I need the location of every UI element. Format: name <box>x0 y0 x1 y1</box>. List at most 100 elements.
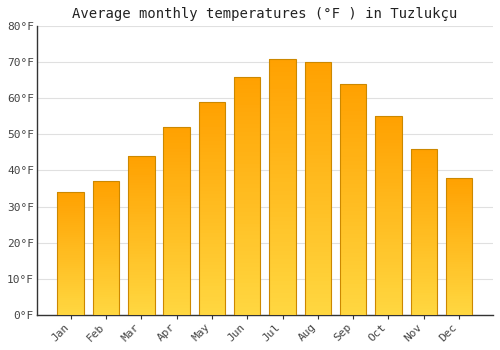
Bar <box>410 254 437 257</box>
Bar <box>340 115 366 119</box>
Bar <box>410 149 437 152</box>
Bar <box>375 219 402 222</box>
Bar <box>128 304 154 307</box>
Bar <box>234 124 260 128</box>
Bar <box>128 206 154 209</box>
Bar <box>375 140 402 143</box>
Bar <box>340 157 366 161</box>
Bar <box>93 219 120 221</box>
Bar <box>198 152 225 155</box>
Bar <box>304 298 331 302</box>
Bar <box>410 163 437 166</box>
Bar <box>340 295 366 299</box>
Bar <box>410 246 437 248</box>
Bar <box>410 190 437 193</box>
Bar <box>128 312 154 315</box>
Bar <box>93 241 120 244</box>
Bar <box>164 312 190 315</box>
Bar <box>128 204 154 206</box>
Bar <box>198 258 225 261</box>
Bar <box>410 229 437 232</box>
Bar <box>446 226 472 228</box>
Bar <box>304 108 331 113</box>
Bar <box>410 281 437 284</box>
Bar <box>446 310 472 313</box>
Bar <box>340 88 366 92</box>
Bar <box>340 84 366 315</box>
Bar <box>340 230 366 234</box>
Bar <box>164 196 190 199</box>
Bar <box>270 114 296 118</box>
Bar <box>304 222 331 226</box>
Bar <box>410 237 437 240</box>
Bar <box>375 202 402 206</box>
Bar <box>446 223 472 226</box>
Bar <box>164 218 190 221</box>
Bar <box>340 311 366 315</box>
Bar <box>234 208 260 212</box>
Bar <box>58 284 84 286</box>
Bar <box>128 262 154 265</box>
Bar <box>128 175 154 177</box>
Bar <box>410 259 437 262</box>
Bar <box>128 309 154 312</box>
Bar <box>128 182 154 185</box>
Bar <box>446 205 472 208</box>
Bar <box>340 84 366 88</box>
Bar <box>234 303 260 307</box>
Bar <box>58 288 84 290</box>
Bar <box>270 234 296 238</box>
Bar <box>164 287 190 290</box>
Bar <box>410 204 437 207</box>
Bar <box>93 201 120 204</box>
Bar <box>340 103 366 107</box>
Bar <box>128 219 154 222</box>
Bar <box>128 193 154 196</box>
Bar <box>234 228 260 231</box>
Bar <box>410 309 437 312</box>
Bar <box>128 278 154 280</box>
Bar <box>128 164 154 167</box>
Bar <box>375 285 402 288</box>
Bar <box>446 276 472 278</box>
Bar <box>446 196 472 198</box>
Bar <box>93 248 120 250</box>
Bar <box>410 198 437 201</box>
Bar <box>58 292 84 294</box>
Bar <box>93 244 120 246</box>
Bar <box>58 212 84 215</box>
Bar <box>128 212 154 214</box>
Bar <box>340 241 366 245</box>
Bar <box>234 77 260 81</box>
Bar <box>128 286 154 288</box>
Bar <box>93 273 120 275</box>
Bar <box>93 275 120 277</box>
Bar <box>410 262 437 265</box>
Bar <box>58 217 84 219</box>
Bar <box>58 296 84 299</box>
Bar <box>270 157 296 161</box>
Bar <box>375 179 402 182</box>
Bar <box>128 299 154 301</box>
Bar <box>340 268 366 272</box>
Bar <box>304 163 331 168</box>
Bar <box>234 259 260 263</box>
Title: Average monthly temperatures (°F ) in Tuzlukçu: Average monthly temperatures (°F ) in Tu… <box>72 7 458 21</box>
Bar <box>58 206 84 209</box>
Bar <box>270 310 296 315</box>
Bar <box>304 277 331 281</box>
Bar <box>198 308 225 311</box>
Bar <box>58 192 84 194</box>
Bar <box>58 302 84 304</box>
Bar <box>93 217 120 219</box>
Bar <box>198 311 225 315</box>
Bar <box>164 249 190 252</box>
Bar <box>304 268 331 273</box>
Bar <box>270 225 296 229</box>
Bar <box>234 219 260 224</box>
Bar <box>375 298 402 301</box>
Bar <box>304 71 331 75</box>
Bar <box>234 160 260 164</box>
Bar <box>270 80 296 84</box>
Bar <box>375 248 402 252</box>
